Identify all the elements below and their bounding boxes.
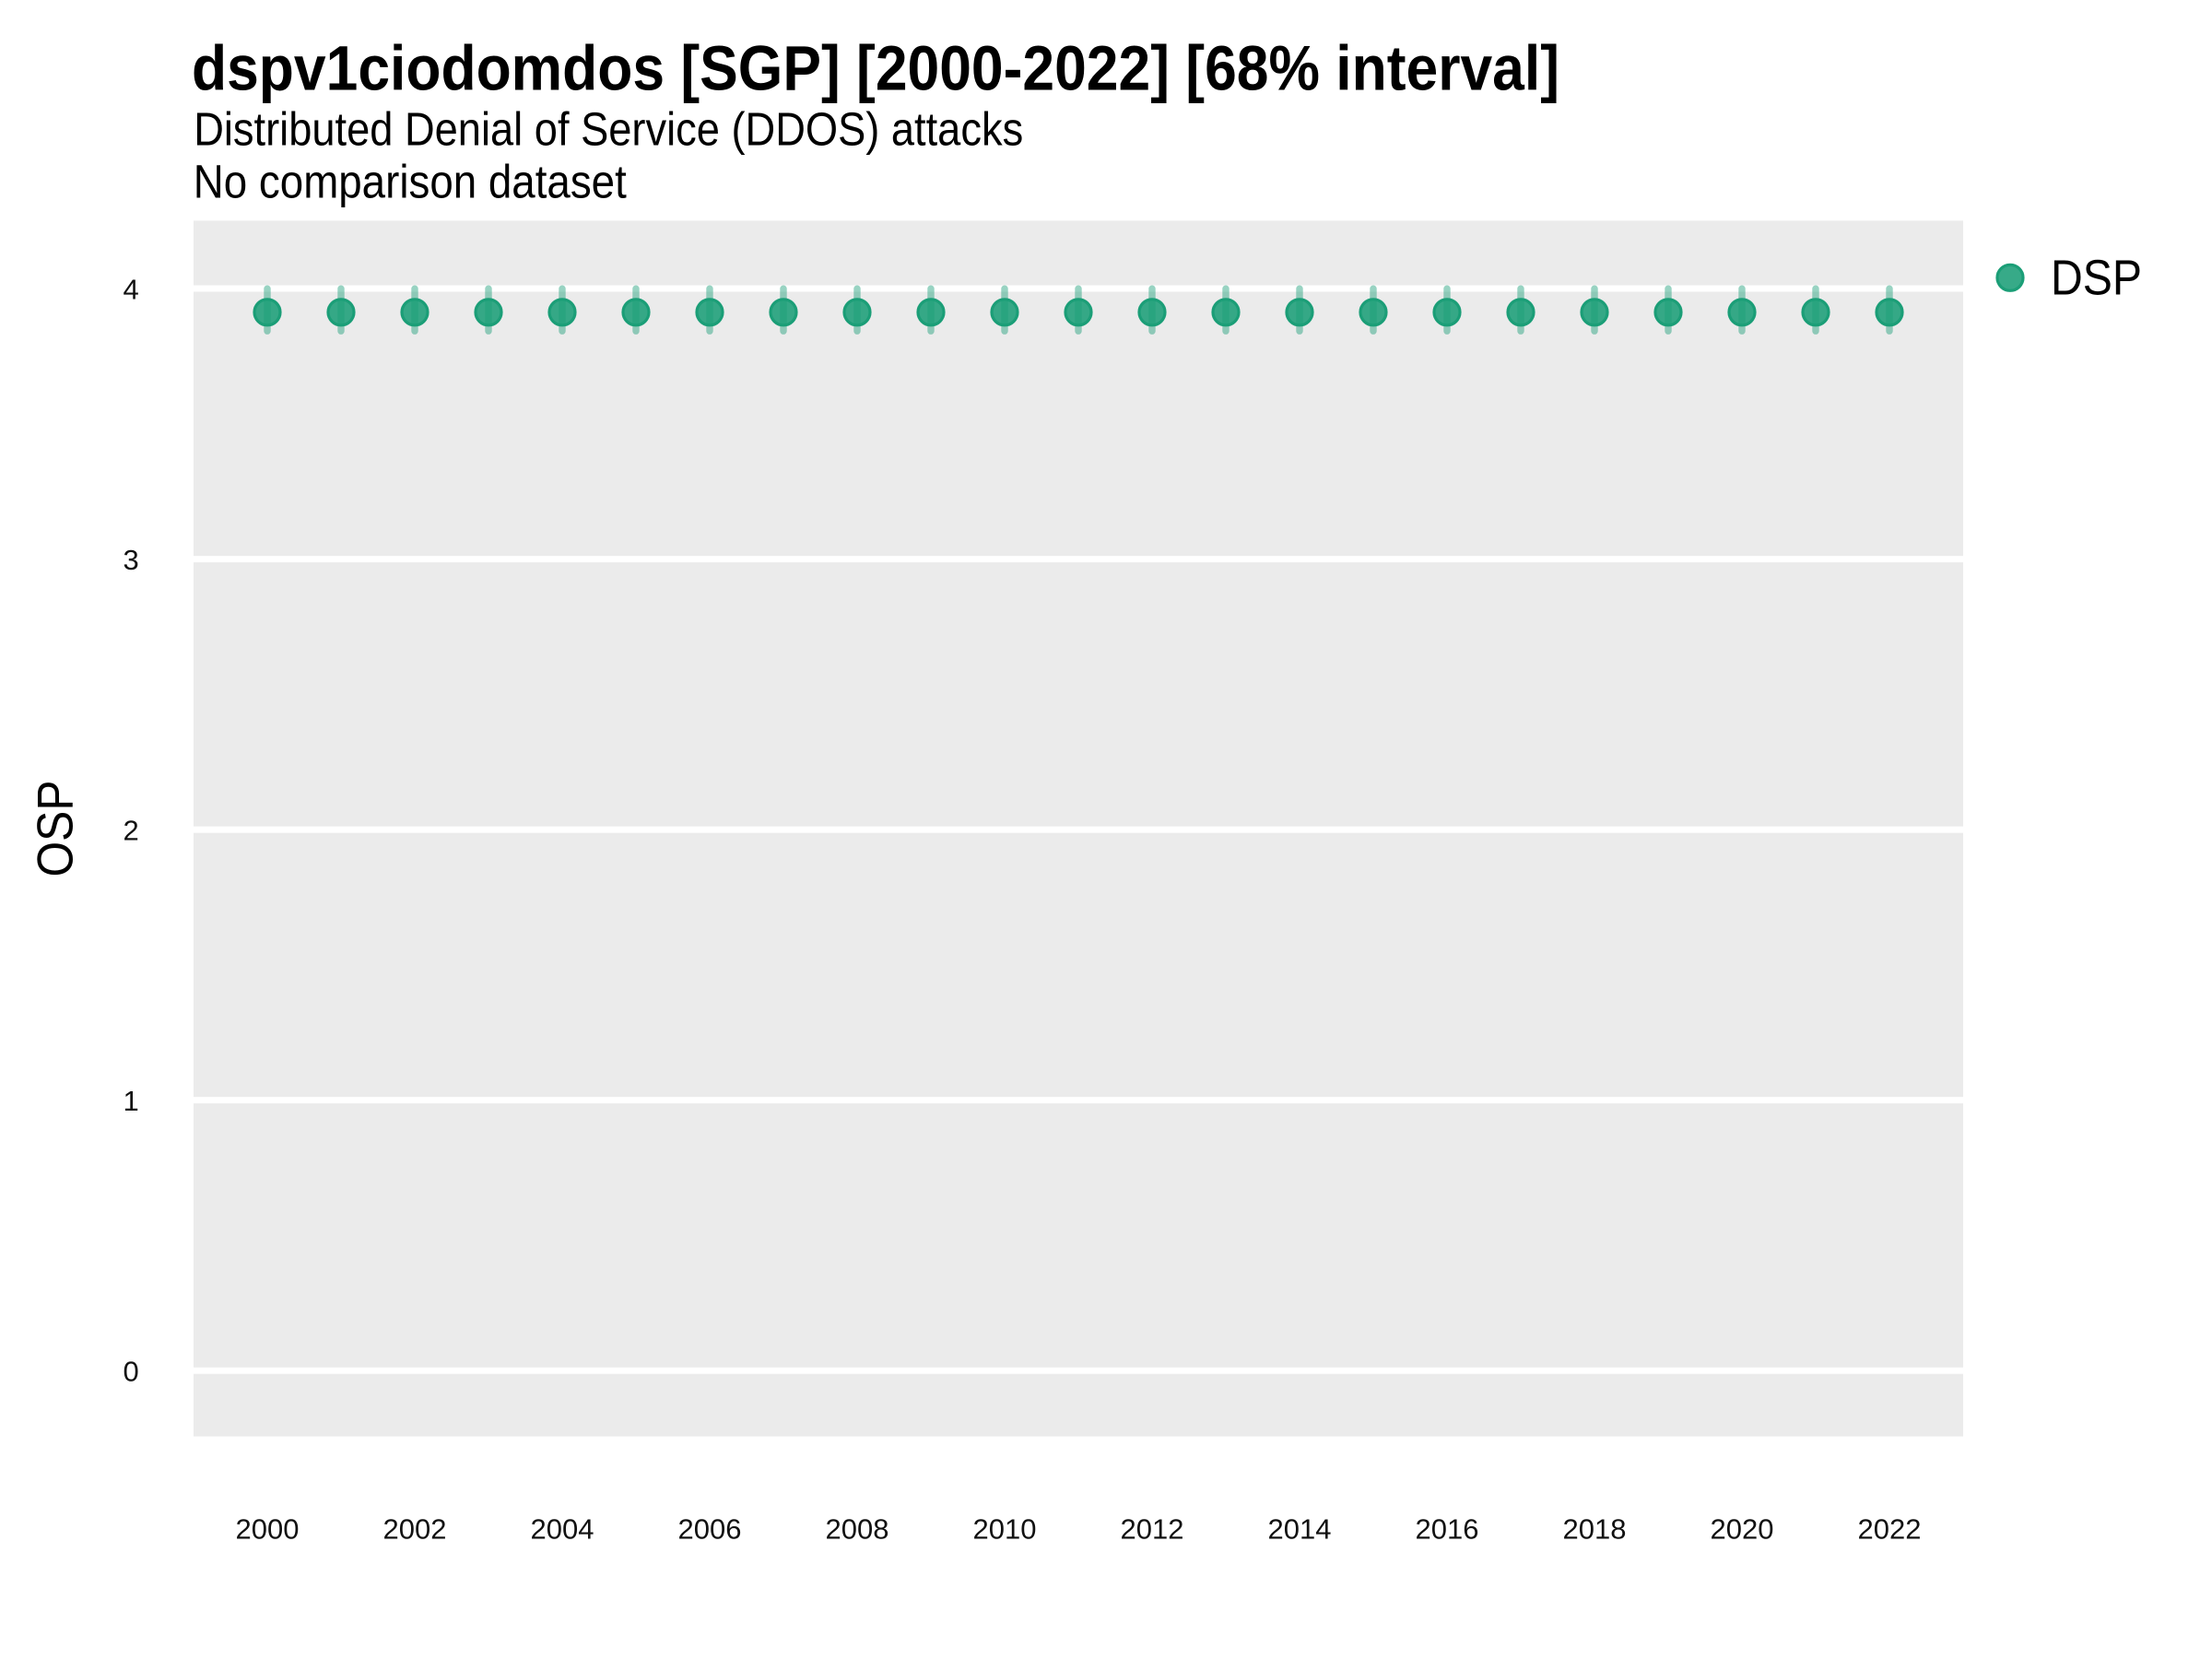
svg-text:DSP: DSP xyxy=(2051,251,2142,306)
svg-text:2006: 2006 xyxy=(678,1512,742,1545)
svg-text:Distributed Denial of Service: Distributed Denial of Service (DDOS) att… xyxy=(194,103,1023,156)
svg-text:4: 4 xyxy=(123,274,138,306)
svg-text:2016: 2016 xyxy=(1416,1512,1479,1545)
svg-text:2010: 2010 xyxy=(973,1512,1037,1545)
svg-text:0: 0 xyxy=(123,1356,138,1388)
svg-text:2004: 2004 xyxy=(531,1512,594,1545)
svg-text:dspv1ciodomdos [SGP] [2000-202: dspv1ciodomdos [SGP] [2000-2022] [68% in… xyxy=(192,32,1559,103)
svg-text:2022: 2022 xyxy=(1858,1512,1922,1545)
svg-text:No comparison dataset: No comparison dataset xyxy=(194,155,627,207)
svg-text:2008: 2008 xyxy=(826,1512,889,1545)
svg-text:2002: 2002 xyxy=(383,1512,447,1545)
svg-text:2018: 2018 xyxy=(1563,1512,1627,1545)
svg-text:2014: 2014 xyxy=(1268,1512,1332,1545)
svg-text:2012: 2012 xyxy=(1121,1512,1184,1545)
svg-text:OSP: OSP xyxy=(27,781,84,877)
svg-text:3: 3 xyxy=(123,544,138,576)
svg-text:1: 1 xyxy=(123,1085,138,1117)
svg-text:2000: 2000 xyxy=(236,1512,300,1545)
svg-text:2020: 2020 xyxy=(1711,1512,1774,1545)
svg-text:2: 2 xyxy=(123,815,138,847)
